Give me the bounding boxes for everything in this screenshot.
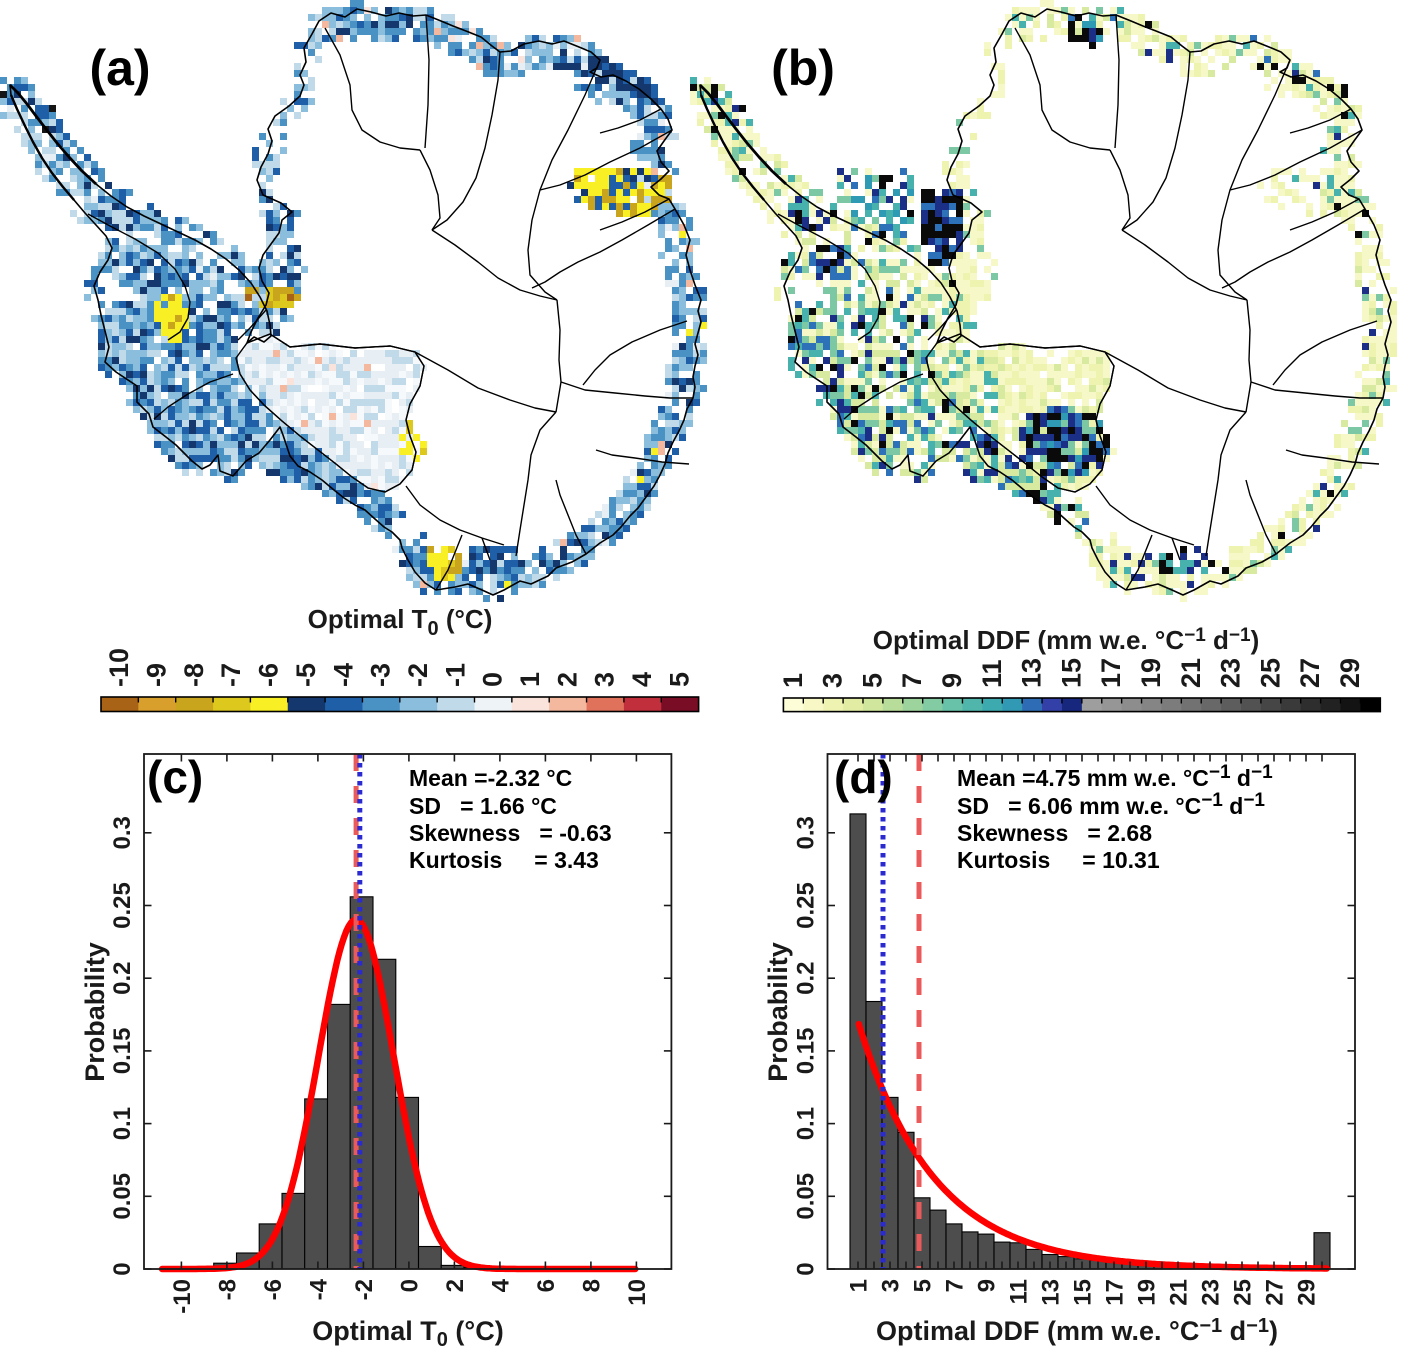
svg-text:0: 0: [478, 672, 508, 687]
svg-text:-3: -3: [366, 663, 396, 687]
svg-text:-6: -6: [254, 663, 284, 687]
svg-text:SD = 6.06 mm w.e. °C−1 d−1: SD = 6.06 mm w.e. °C−1 d−1: [957, 790, 1265, 819]
svg-text:3: 3: [818, 673, 848, 688]
svg-text:15: 15: [1056, 658, 1086, 688]
svg-text:0.1: 0.1: [793, 1107, 820, 1140]
svg-text:-2: -2: [403, 663, 433, 687]
svg-text:(b): (b): [771, 40, 835, 96]
svg-text:11: 11: [1006, 1279, 1033, 1304]
svg-text:2: 2: [552, 672, 582, 687]
svg-text:1: 1: [778, 673, 808, 688]
svg-text:11: 11: [977, 659, 1007, 688]
svg-text:19: 19: [1134, 1279, 1161, 1306]
svg-text:23: 23: [1198, 1279, 1225, 1306]
svg-text:4: 4: [487, 1278, 514, 1292]
svg-text:SD = 1.66 °C: SD = 1.66 °C: [409, 793, 557, 819]
svg-text:0.15: 0.15: [793, 1028, 820, 1075]
svg-text:15: 15: [1070, 1279, 1097, 1306]
svg-text:19: 19: [1136, 658, 1166, 688]
svg-text:-7: -7: [216, 663, 246, 687]
svg-text:9: 9: [974, 1279, 1001, 1292]
svg-text:9: 9: [937, 673, 967, 688]
svg-text:5: 5: [910, 1279, 937, 1292]
svg-text:Mean =-2.32 °C: Mean =-2.32 °C: [409, 765, 572, 791]
svg-text:Optimal T0 (°C): Optimal T0 (°C): [312, 1316, 503, 1351]
svg-text:0.2: 0.2: [109, 962, 136, 995]
svg-text:0.05: 0.05: [109, 1173, 136, 1220]
svg-text:8: 8: [578, 1279, 605, 1292]
svg-text:Probability: Probability: [763, 942, 793, 1082]
svg-text:0.15: 0.15: [109, 1028, 136, 1075]
svg-text:5: 5: [664, 672, 694, 687]
svg-text:0: 0: [793, 1262, 820, 1275]
svg-text:29: 29: [1294, 1279, 1321, 1306]
svg-text:1: 1: [846, 1279, 873, 1292]
svg-text:0.1: 0.1: [109, 1107, 136, 1140]
svg-text:(d): (d): [834, 751, 893, 803]
svg-text:0: 0: [396, 1279, 423, 1292]
svg-text:-10: -10: [104, 648, 134, 687]
svg-text:10: 10: [624, 1279, 651, 1306]
svg-text:0.2: 0.2: [793, 962, 820, 995]
svg-text:2: 2: [442, 1279, 469, 1292]
svg-text:23: 23: [1216, 658, 1246, 688]
svg-text:25: 25: [1255, 658, 1285, 688]
svg-text:0.25: 0.25: [109, 882, 136, 929]
svg-text:13: 13: [1017, 658, 1047, 688]
svg-text:29: 29: [1335, 658, 1365, 688]
svg-text:0.05: 0.05: [793, 1173, 820, 1220]
svg-text:0.3: 0.3: [109, 816, 136, 849]
svg-text:5: 5: [857, 673, 887, 688]
svg-text:7: 7: [942, 1279, 969, 1292]
svg-text:(a): (a): [89, 40, 150, 96]
svg-text:Probability: Probability: [80, 942, 110, 1082]
svg-text:27: 27: [1295, 658, 1325, 688]
svg-text:6: 6: [533, 1279, 560, 1292]
svg-text:21: 21: [1176, 658, 1206, 688]
svg-text:Skewness = 2.68: Skewness = 2.68: [957, 820, 1152, 846]
svg-text:0.3: 0.3: [793, 816, 820, 849]
svg-text:25: 25: [1230, 1279, 1257, 1306]
svg-text:-8: -8: [214, 1279, 241, 1300]
svg-text:-10: -10: [169, 1279, 196, 1314]
svg-text:-8: -8: [179, 663, 209, 687]
svg-text:1: 1: [515, 672, 545, 687]
svg-text:-4: -4: [305, 1278, 332, 1300]
svg-text:Kurtosis = 10.31: Kurtosis = 10.31: [957, 847, 1160, 873]
svg-text:7: 7: [897, 673, 927, 688]
svg-text:-1: -1: [440, 663, 470, 687]
svg-text:(c): (c): [147, 751, 203, 803]
svg-text:Skewness = -0.63: Skewness = -0.63: [409, 820, 612, 846]
svg-text:13: 13: [1038, 1279, 1065, 1306]
svg-text:0.25: 0.25: [793, 882, 820, 929]
svg-text:21: 21: [1166, 1279, 1193, 1306]
svg-text:-4: -4: [328, 663, 358, 687]
svg-text:27: 27: [1262, 1279, 1289, 1306]
svg-text:17: 17: [1096, 658, 1126, 688]
svg-text:3: 3: [878, 1279, 905, 1292]
svg-text:-5: -5: [291, 663, 321, 687]
svg-text:-2: -2: [351, 1279, 378, 1300]
svg-text:-6: -6: [260, 1279, 287, 1300]
svg-text:17: 17: [1102, 1279, 1129, 1306]
svg-text:3: 3: [590, 672, 620, 687]
svg-text:0: 0: [109, 1262, 136, 1275]
svg-text:4: 4: [627, 672, 657, 687]
svg-text:Kurtosis = 3.43: Kurtosis = 3.43: [409, 847, 599, 873]
svg-text:-9: -9: [142, 663, 172, 687]
